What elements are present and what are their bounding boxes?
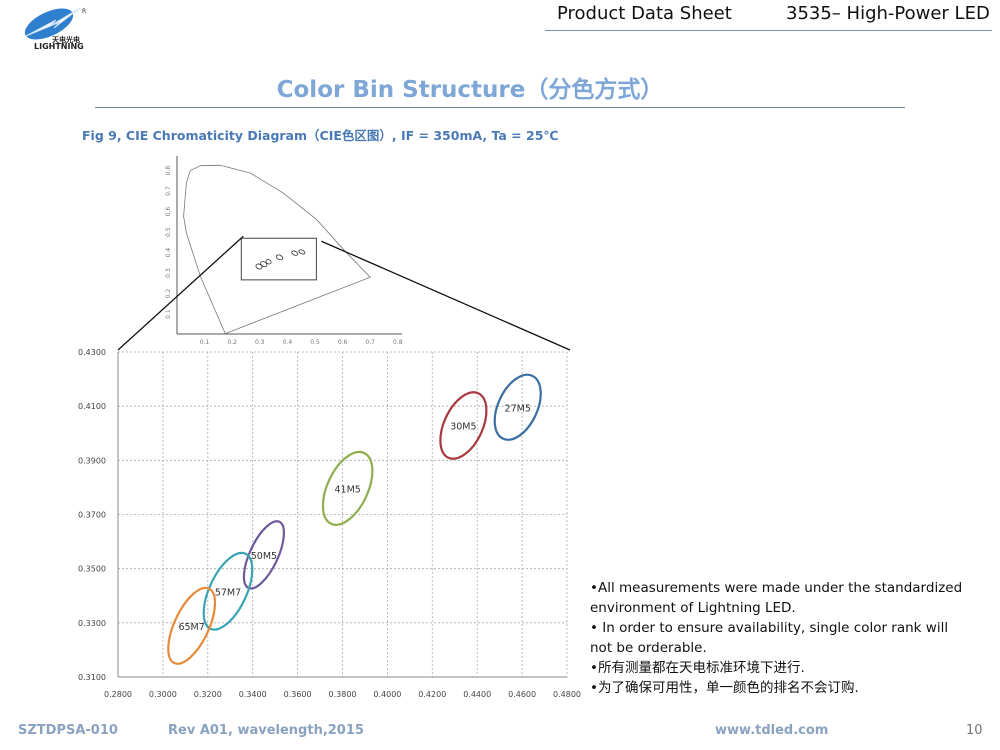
bin-label: 65M7: [178, 622, 204, 633]
small-x-tick-label: 0.8: [393, 339, 403, 346]
small-x-tick-label: 0.1: [200, 339, 210, 346]
small-y-tick-label: 0.1: [165, 309, 172, 319]
mini-bin-ellipse: [275, 254, 284, 261]
bin-ellipse: [202, 551, 254, 631]
bin-ellipse: [167, 586, 217, 665]
zoom-connector-left: [117, 235, 244, 351]
mini-bin-ellipse: [260, 261, 268, 268]
y-tick-label: 0.3100: [78, 673, 106, 682]
lightning-bolt-icon: [25, 7, 81, 37]
note-item: •为了确保可用性，单一颜色的排名不会订购.: [590, 680, 859, 696]
lightning-logo: R 天电光电 LIGHTNING: [24, 7, 86, 50]
y-tick-label: 0.3300: [78, 619, 106, 628]
note-item: •所有测量都在天电标准环境下进行.: [590, 660, 805, 676]
y-tick-label: 0.3700: [78, 511, 106, 520]
small-y-tick-label: 0.5: [165, 227, 172, 237]
bin-label: 27M5: [505, 403, 531, 414]
logo-text-cn: 天电光电: [52, 35, 80, 44]
bin-label: 41M5: [334, 484, 360, 495]
page-number: 10: [966, 723, 983, 738]
zoom-box: [240, 237, 317, 281]
mini-bin-ellipse: [291, 250, 299, 256]
spectral-locus: [183, 164, 371, 334]
note-item: •All measurements were made under the st…: [590, 580, 963, 616]
zoom-connector-right: [321, 240, 571, 351]
x-tick-label: 0.3000: [149, 690, 177, 699]
small-x-tick-label: 0.2: [227, 339, 237, 346]
product-name: 3535– High-Power LED: [786, 3, 990, 24]
bin-label: 57M7: [215, 587, 241, 598]
footer-website[interactable]: www.tdled.com: [715, 723, 829, 738]
mini-bin-ellipse: [265, 259, 272, 265]
small-x-tick-label: 0.4: [283, 339, 293, 346]
logo-text-en: LIGHTNING: [34, 42, 84, 50]
bin-30M5: 30M5: [291, 250, 488, 460]
bin-27M5: 27M5: [298, 249, 542, 441]
page-title: Color Bin Structure（分色方式）: [276, 77, 664, 103]
footer-revision: Rev A01, wavelength,2015: [168, 723, 364, 738]
notes: •All measurements were made under the st…: [590, 578, 970, 698]
mini-bin-ellipse: [255, 263, 263, 270]
bin-41M5: 41M5: [275, 254, 374, 526]
x-tick-label: 0.3600: [284, 690, 312, 699]
bin-ellipse: [321, 450, 374, 526]
x-tick-label: 0.4800: [553, 690, 581, 699]
header-divider: [545, 30, 992, 31]
small-y-tick-label: 0.7: [165, 186, 172, 196]
title-divider: [95, 107, 905, 108]
mini-bin-ellipse: [298, 249, 306, 255]
y-tick-label: 0.4300: [78, 348, 106, 357]
figure-caption: Fig 9, CIE Chromaticity Diagram（CIE色区图）,…: [82, 128, 559, 143]
small-y-tick-label: 0.3: [165, 268, 172, 278]
x-tick-label: 0.4000: [373, 690, 401, 699]
x-tick-label: 0.3200: [194, 690, 222, 699]
x-tick-label: 0.4200: [418, 690, 446, 699]
small-y-tick-label: 0.6: [165, 207, 172, 217]
cie-diagrams: 0.1 0.2 0.3 0.4 0.5 0.6 0.7 0.8 0.1 0.2 0.3 0.4 0.5 0…: [78, 156, 581, 699]
y-tick-label: 0.3500: [78, 565, 106, 574]
doc-type: Product Data Sheet: [557, 3, 732, 24]
x-tick-label: 0.2800: [104, 690, 132, 699]
small-x-tick-label: 0.5: [310, 339, 320, 346]
bin-57M7: 57M7: [202, 261, 268, 631]
bin-65M7: 65M7: [167, 263, 263, 665]
small-x-tick-label: 0.3: [255, 339, 265, 346]
x-tick-label: 0.3800: [329, 690, 357, 699]
bin-ellipse: [493, 373, 542, 441]
note-item: • In order to ensure availability, singl…: [590, 620, 949, 656]
registered-mark: R: [82, 8, 86, 15]
bin-label: 30M5: [450, 422, 476, 433]
small-x-tick-label: 0.7: [365, 339, 375, 346]
small-y-tick-label: 0.8: [165, 166, 172, 176]
y-tick-label: 0.3900: [78, 456, 106, 465]
small-x-tick-label: 0.6: [338, 339, 348, 346]
y-tick-label: 0.4100: [78, 402, 106, 411]
x-tick-label: 0.4600: [508, 690, 536, 699]
x-tick-label: 0.3400: [239, 690, 267, 699]
small-y-tick-label: 0.4: [165, 248, 172, 258]
footer-doc-id: SZTDPSA-010: [18, 723, 118, 738]
bin-ellipse: [439, 391, 488, 460]
x-tick-label: 0.4400: [463, 690, 491, 699]
bin-label: 50M5: [251, 551, 277, 562]
small-y-tick-label: 0.2: [165, 289, 172, 299]
